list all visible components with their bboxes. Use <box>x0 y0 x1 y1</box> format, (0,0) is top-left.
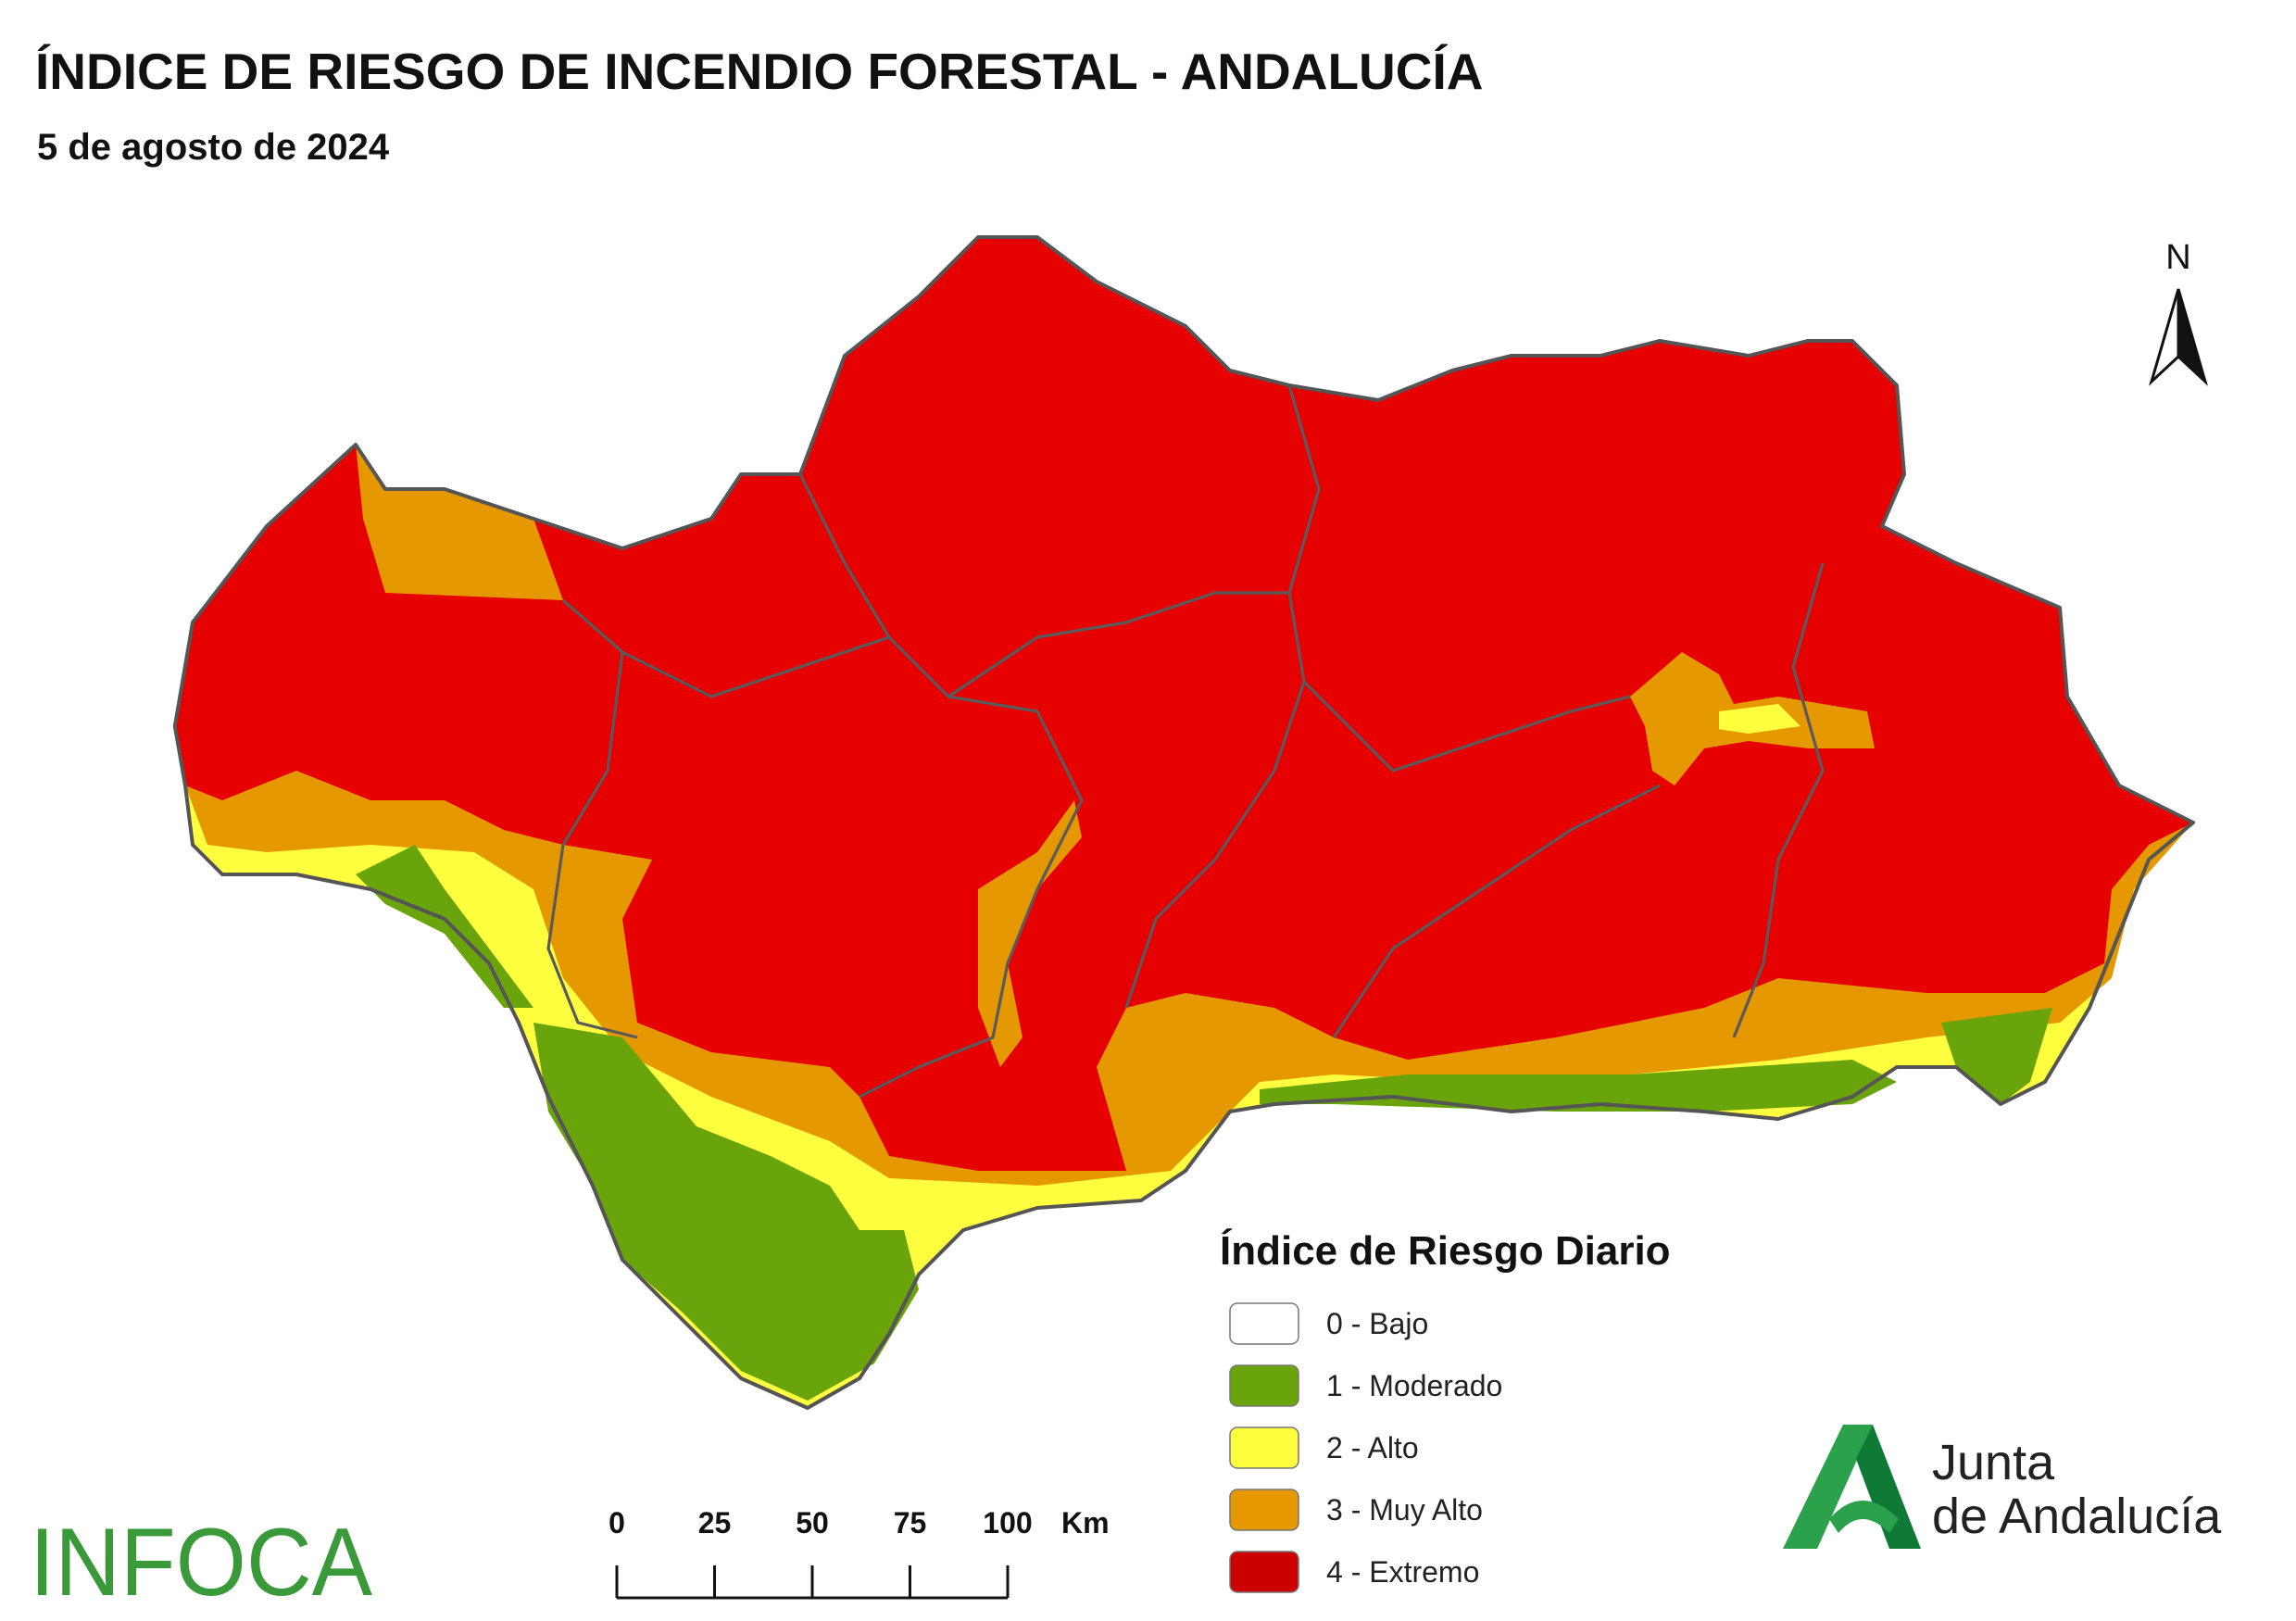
province-borders <box>546 384 1825 1099</box>
scale-label: 25 <box>698 1506 732 1539</box>
legend-swatch <box>1229 1489 1299 1531</box>
scale-label: 100 <box>983 1506 1032 1539</box>
map <box>172 235 2196 1411</box>
region-alto <box>1719 704 1800 734</box>
junta-emblem <box>1783 1425 1921 1549</box>
subtitle: 5 de agosto de 2024 <box>37 127 390 168</box>
border <box>1732 562 1825 1038</box>
infoca-logo: INFOCA <box>30 1509 373 1616</box>
andalucia-outline <box>172 235 2196 1411</box>
junta-text: Junta <box>1932 1435 2055 1490</box>
border <box>1332 784 1661 1038</box>
scale-label: 50 <box>796 1506 829 1539</box>
legend-swatch <box>1229 1551 1299 1593</box>
border <box>1124 384 1321 1009</box>
legend-swatch <box>1229 1364 1299 1407</box>
north-label: N <box>2165 238 2190 277</box>
legend-label: 0 - Bajo <box>1326 1307 1428 1340</box>
region-extremo <box>174 237 2193 1171</box>
legend-title: Índice de Riesgo Diario <box>1220 1227 1671 1274</box>
border <box>947 591 1290 698</box>
border <box>798 473 1084 1099</box>
border <box>1302 680 1631 773</box>
scale-label: 75 <box>894 1506 927 1539</box>
legend-swatch <box>1229 1302 1299 1345</box>
legend-label: 1 - Moderado <box>1326 1369 1502 1402</box>
emblem-shape <box>1856 1425 1921 1549</box>
north-arrow <box>2177 288 2208 386</box>
region-muy-alto <box>978 800 1082 1067</box>
title: ÍNDICE DE RIESGO DE INCENDIO FORESTAL - … <box>35 43 1484 100</box>
legend-swatch <box>1229 1426 1299 1469</box>
legend-label: 2 - Alto <box>1326 1431 1419 1464</box>
emblem-shape <box>1783 1425 1873 1549</box>
border <box>621 635 890 698</box>
scale-bar: 0 25 50 75 100 Km <box>609 1506 1110 1600</box>
emblem-shape <box>1829 1501 1899 1533</box>
region-green <box>1941 1008 2052 1104</box>
scale-label: 0 <box>609 1506 625 1539</box>
legend-label: 3 - Muy Alto <box>1326 1493 1483 1527</box>
junta-text: de Andalucía <box>1932 1489 2222 1544</box>
scale-unit: Km <box>1061 1506 1110 1539</box>
legend-label: 4 - Extremo <box>1326 1555 1479 1589</box>
region-green <box>533 1023 919 1401</box>
legend: 0 - Bajo 1 - Moderado 2 - Alto 3 - Muy Alto… <box>1229 1302 1502 1593</box>
